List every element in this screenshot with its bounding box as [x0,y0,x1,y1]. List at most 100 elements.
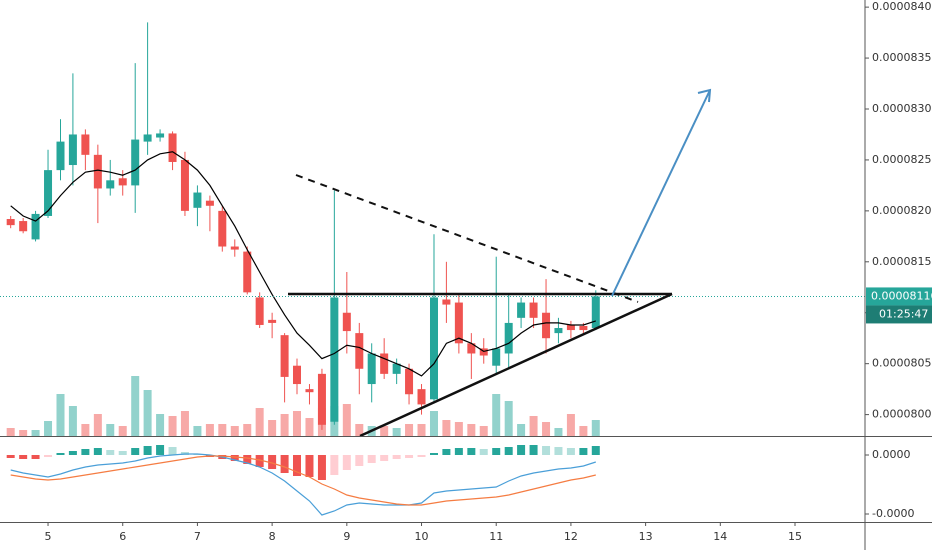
y-tick-label: 0.00008050 [872,357,932,370]
volume-bar [529,416,538,436]
volume-bar [504,401,513,436]
volume-bar [19,430,28,436]
macd-histogram-bar [479,449,488,455]
x-tick-label: 8 [269,530,276,543]
macd-histogram-bar [392,455,401,459]
x-tick-label: 10 [415,530,429,543]
volume-bar [44,421,53,436]
volume-bar [492,394,501,436]
candle-body [118,178,127,186]
x-tick-label: 9 [343,530,350,543]
macd-histogram-bar [305,455,314,477]
y-tick-label: 0.00008350 [872,51,932,64]
x-tick-label: 14 [713,530,727,543]
macd-histogram-bar [467,448,476,455]
volume-bar [68,406,77,436]
volume-bar [342,404,351,436]
volume-bar [579,426,588,436]
macd-histogram-bar [280,455,289,473]
candle-body [156,133,165,138]
y-tick-label: 0.00008400 [872,0,932,13]
resistance-dashed-line [295,174,639,303]
volume-bar [131,376,140,436]
macd-histogram-bar [81,449,90,455]
candle-body [355,333,364,369]
macd-histogram-bar [255,455,264,467]
candle-body [218,210,227,247]
macd-histogram-bar [454,448,463,455]
candle-body [280,335,289,377]
candle-body [268,319,277,323]
macd-histogram-bar [19,455,28,459]
macd-histogram-bar [579,448,588,455]
candle-body [317,373,326,425]
volume-bar [392,428,401,436]
candle-body [417,389,426,405]
volume-bar [292,411,301,436]
macd-histogram-bar [156,445,165,455]
volume-bar [118,426,127,436]
volume-bar [93,414,102,436]
macd-histogram-bar [367,455,376,463]
volume-bar [243,424,252,436]
volume-bar [205,424,214,436]
last-price-tag [866,287,932,306]
candle-body [93,154,102,189]
x-tick-label: 6 [119,530,126,543]
volume-bar [143,390,152,436]
volume-bar [6,428,15,436]
candle-body [106,180,115,189]
macd-histogram-bar [417,455,426,457]
macd-histogram-bar [380,455,389,461]
candle-body [243,251,252,293]
macd-histogram-bar [243,455,252,464]
axis-background [865,0,932,550]
macd-histogram-bar [591,446,600,455]
macd-histogram-bar [44,455,53,457]
volume-bar [380,426,389,436]
candle-body [180,159,189,211]
volume-bar [566,414,575,436]
support-line [359,292,673,438]
volume-bar [417,424,426,436]
last-price-label: 0.00008116 [871,289,932,302]
volume-bar [591,420,600,436]
candle-body [168,133,177,162]
candle-body [342,312,351,332]
candle-body [442,299,451,305]
arrow-shaft [611,89,711,297]
macd-histogram-bar [504,447,513,455]
candle-body [193,192,202,208]
volume-bar [230,426,239,436]
candle-body [542,312,551,339]
volume-bar [31,430,40,436]
macd-histogram-bar [292,455,301,476]
candle-body [230,246,239,250]
candle-body [56,141,65,171]
y-tick-label: 0.00008200 [872,204,932,217]
candle-body [554,328,563,334]
candle-body [467,343,476,354]
macd-histogram-bar [529,445,538,455]
candle-body [566,324,575,331]
candle-body [44,170,53,216]
candle-body [591,296,600,329]
candle-body [517,302,526,318]
candle-body [330,297,339,422]
volume-bar [479,426,488,436]
x-tick-label: 13 [639,530,653,543]
volume-bar [168,416,177,436]
macd-histogram-bar [68,451,77,455]
arrow-head [697,88,712,103]
axis-background [0,522,932,550]
macd-histogram-bar [405,455,414,458]
y-tick-label: 0.00008150 [872,255,932,268]
macd-tick-label: 0.0000 [872,448,911,461]
volume-bar [429,411,438,436]
volume-bar [517,424,526,436]
volume-bar [405,424,414,436]
candle-body [19,221,28,232]
candle-body [380,353,389,374]
